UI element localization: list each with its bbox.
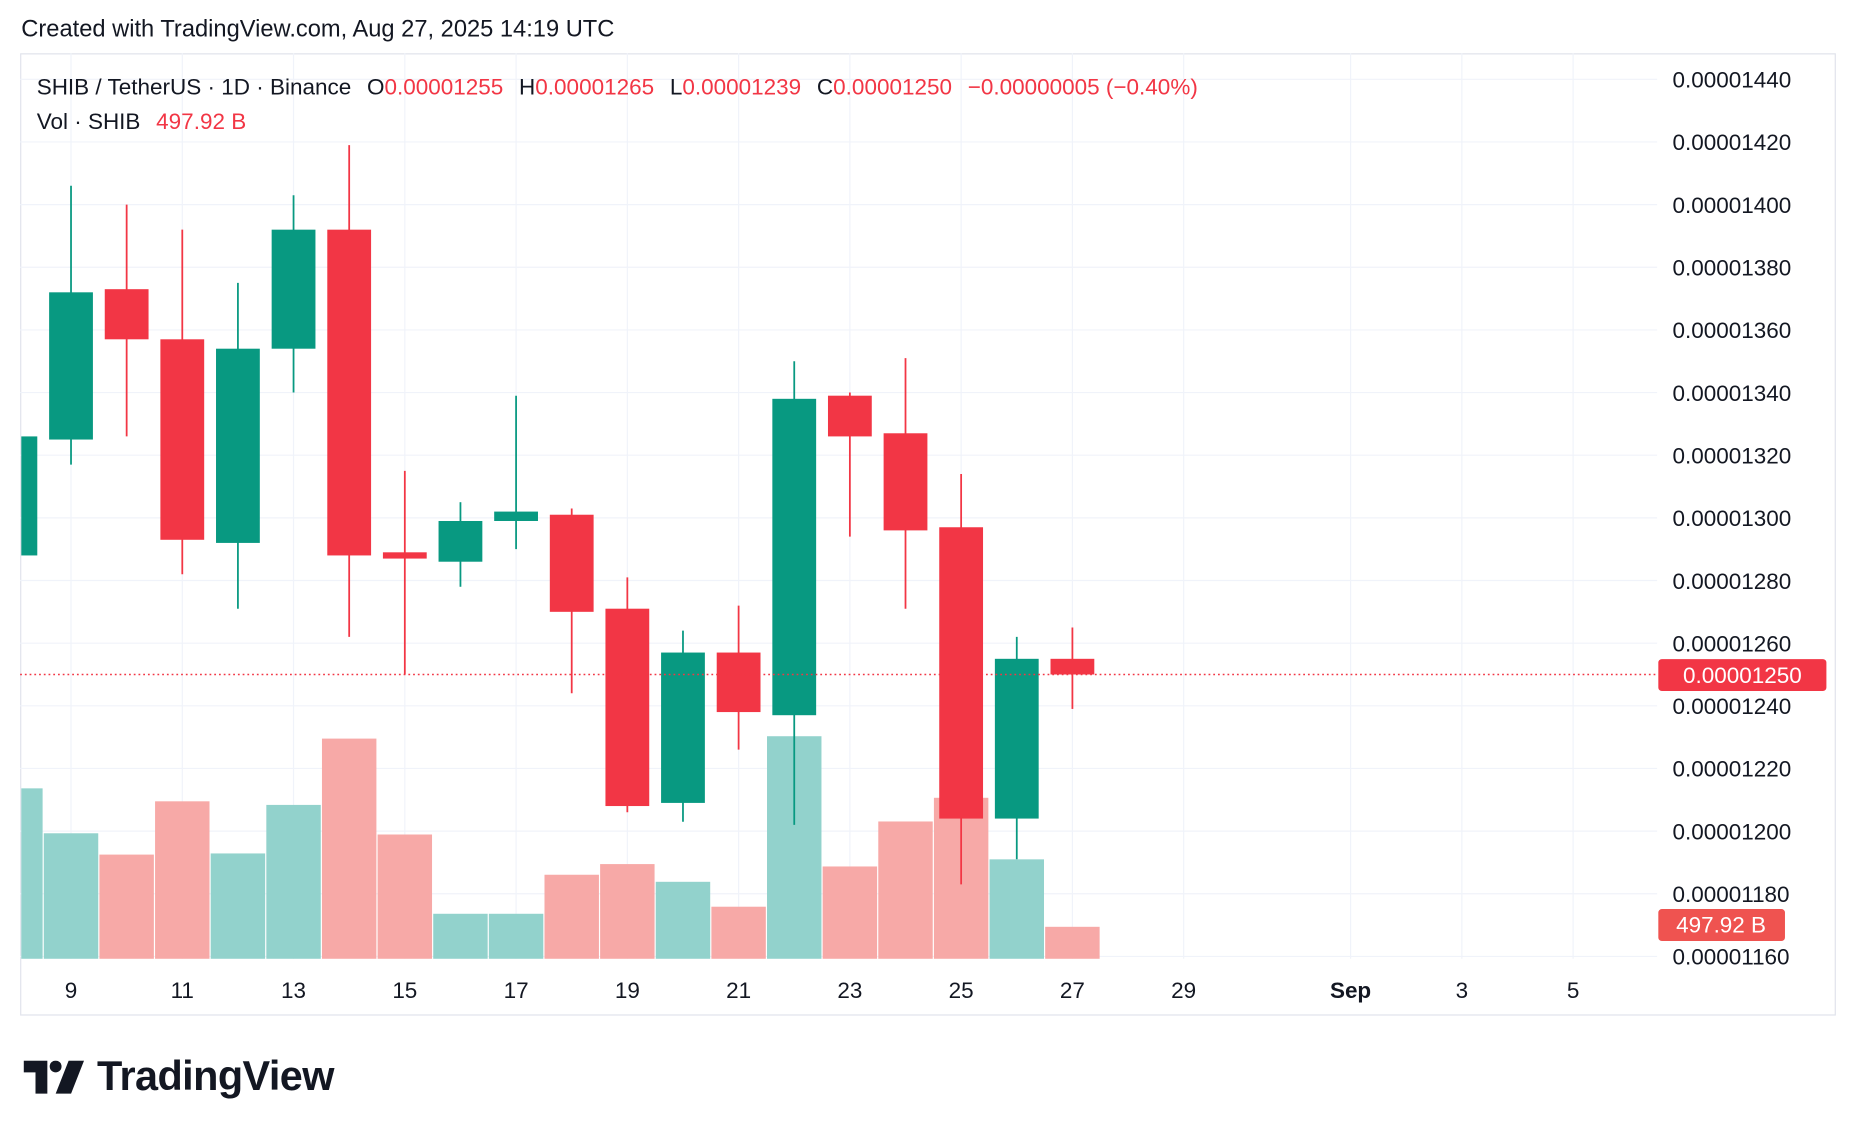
candle-body <box>271 229 316 349</box>
y-tick-label: 0.00001420 <box>1673 130 1792 155</box>
y-tick-label: 0.00001260 <box>1673 631 1792 656</box>
low-value: 0.00001239 <box>682 75 802 101</box>
x-tick-label: 13 <box>281 978 306 1003</box>
volume-bar <box>822 866 878 959</box>
volume-bar <box>377 834 433 959</box>
y-tick-label: 0.00001340 <box>1673 381 1792 406</box>
volume-bar <box>43 833 99 959</box>
volume-badge-label: 497.92 B <box>1676 913 1766 938</box>
x-tick-label: 17 <box>504 978 529 1003</box>
x-tick-label: 15 <box>392 978 417 1003</box>
caption: Created with TradingView.com, Aug 27, 20… <box>21 16 615 43</box>
price-badge-label: 0.00001250 <box>1683 663 1802 688</box>
candle-body <box>104 289 149 340</box>
x-tick-label: 9 <box>65 978 78 1003</box>
candle-body <box>549 514 594 612</box>
change-value: −0.00000005 (−0.40%) <box>967 75 1198 101</box>
x-tick-label: 5 <box>1567 978 1580 1003</box>
candle-body <box>438 520 483 562</box>
candle-body <box>494 511 538 521</box>
volume-bar <box>433 913 488 959</box>
legend: SHIB / TetherUS · 1D · Binance O0.000012… <box>37 71 1198 140</box>
candle-body <box>49 292 93 440</box>
volume-bar <box>1045 926 1100 959</box>
y-tick-label: 0.00001320 <box>1673 443 1792 468</box>
tradingview-logo: TradingView <box>23 1053 334 1100</box>
y-tick-label: 0.00001200 <box>1673 819 1792 844</box>
x-tick-label: 23 <box>837 978 862 1003</box>
volume-bar <box>321 738 377 959</box>
volume-bar <box>210 853 266 959</box>
close-value: 0.00001250 <box>833 75 953 101</box>
price-badge <box>1658 659 1827 692</box>
x-tick-label: 11 <box>171 978 194 1003</box>
x-tick-label: 27 <box>1060 978 1085 1003</box>
candle-body <box>327 229 372 556</box>
y-tick-label: 0.00001240 <box>1673 694 1792 719</box>
volume-bar <box>711 906 766 959</box>
volume-bar <box>655 881 711 959</box>
ohlc-row: SHIB / TetherUS · 1D · Binance O0.000012… <box>36 75 1198 101</box>
candle-body <box>216 348 260 543</box>
logo-text: TradingView <box>97 1053 334 1100</box>
candle-body <box>883 433 928 531</box>
candle-body <box>661 652 705 803</box>
tradingview-logo-icon <box>23 1060 85 1094</box>
volume-bar <box>488 913 544 959</box>
candle-body <box>939 527 984 819</box>
volume-badge <box>1658 909 1785 942</box>
chart-frame <box>20 53 1836 1016</box>
candle-body <box>994 658 1039 819</box>
y-tick-label: 0.00001220 <box>1673 757 1792 782</box>
y-tick-label: 0.00001160 <box>1673 945 1790 970</box>
candle-body <box>1050 658 1095 675</box>
volume-bar <box>155 801 210 959</box>
volume-value: 497.92 B <box>156 110 247 135</box>
x-tick-label: 21 <box>726 978 751 1003</box>
y-tick-label: 0.00001440 <box>1673 68 1792 93</box>
y-tick-label: 0.00001180 <box>1673 882 1790 907</box>
candle-body <box>827 395 872 437</box>
volume-bar <box>544 874 599 959</box>
candle-body <box>21 436 38 556</box>
x-tick-label: 3 <box>1456 978 1469 1003</box>
y-tick-label: 0.00001380 <box>1673 256 1792 281</box>
candle-body <box>160 339 205 540</box>
volume-bar <box>99 854 154 959</box>
high-value: 0.00001265 <box>535 75 655 101</box>
candle-body <box>605 608 650 807</box>
volume-bar <box>989 859 1044 959</box>
candle-body <box>382 552 427 559</box>
volume-bar <box>21 788 43 959</box>
volume-bar <box>600 864 655 959</box>
x-tick-label: 25 <box>949 978 974 1003</box>
volume-label: Vol · SHIB <box>36 110 141 135</box>
candle-body <box>772 398 817 716</box>
y-tick-label: 0.00001300 <box>1673 506 1792 531</box>
x-tick-label: 29 <box>1171 978 1196 1003</box>
y-tick-label: 0.00001280 <box>1673 569 1792 594</box>
y-tick-label: 0.00001360 <box>1673 318 1792 343</box>
symbol-label: SHIB / TetherUS · 1D · Binance <box>36 75 352 101</box>
candle-body <box>716 652 761 713</box>
volume-row: Vol · SHIB 497.92 B <box>37 105 1198 139</box>
x-tick-label: 19 <box>615 978 640 1003</box>
volume-bar <box>878 821 933 959</box>
open-value: 0.00001255 <box>384 75 504 101</box>
x-tick-label: Sep <box>1330 978 1371 1003</box>
volume-bar <box>266 804 321 959</box>
y-tick-label: 0.00001400 <box>1673 193 1792 218</box>
